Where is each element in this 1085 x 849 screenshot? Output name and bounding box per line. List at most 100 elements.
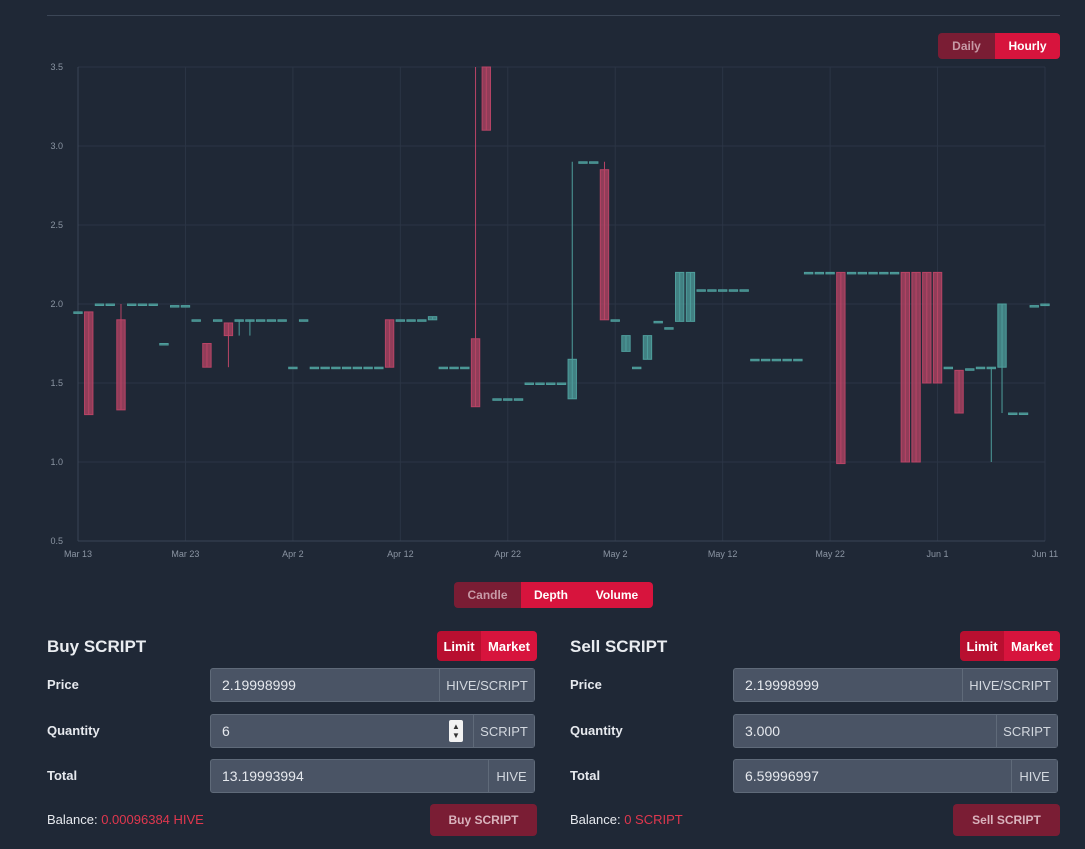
candle-body [1040, 303, 1050, 307]
candle-body [94, 303, 105, 306]
candle-body [632, 366, 642, 370]
candle-body [653, 320, 663, 324]
sell-balance: Balance: 0 SCRIPT [570, 812, 683, 827]
candle-body [803, 271, 814, 275]
candle-body [728, 289, 739, 292]
candle-body [975, 366, 986, 370]
sell-balance-value[interactable]: 0 SCRIPT [624, 812, 683, 827]
sell-total-input[interactable] [734, 760, 1011, 792]
candle-body [191, 319, 201, 322]
candle-body [707, 289, 717, 292]
candle-body [846, 271, 857, 275]
candle-body [298, 319, 309, 322]
y-tick-label: 1.0 [50, 457, 63, 467]
candle-body [546, 382, 556, 385]
buy-quantity-label: Quantity [47, 723, 100, 738]
y-tick-label: 3.5 [50, 62, 63, 72]
sell-title: Sell SCRIPT [570, 637, 668, 656]
y-tick-label: 1.5 [50, 378, 63, 388]
candle-body [814, 271, 825, 275]
buy-quantity-input[interactable] [211, 715, 449, 747]
candle-body [170, 305, 180, 308]
candle-body [73, 311, 83, 314]
stepper-up-icon[interactable]: ▲ [452, 722, 460, 731]
sell-price-input[interactable] [734, 669, 962, 701]
candle-body [266, 319, 277, 322]
sell-balance-label: Balance: [570, 812, 621, 827]
buy-button[interactable]: Buy SCRIPT [430, 804, 537, 836]
y-tick-label: 0.5 [50, 536, 63, 546]
buy-total-group: HIVE [210, 759, 535, 793]
buy-total-unit: HIVE [488, 760, 534, 792]
candle-body [309, 366, 320, 370]
candle-body [771, 358, 782, 362]
buy-balance-value[interactable]: 0.00096384 HIVE [101, 812, 204, 827]
candle-body [363, 366, 373, 370]
candle-button[interactable]: Candle [454, 582, 521, 608]
depth-button[interactable]: Depth [521, 582, 581, 608]
candle-body [438, 366, 449, 370]
sell-panel: Sell SCRIPT Limit Market Price HIVE/SCRI… [570, 628, 1060, 843]
buy-quantity-unit: SCRIPT [473, 715, 534, 747]
sell-button[interactable]: Sell SCRIPT [953, 804, 1060, 836]
volume-button[interactable]: Volume [581, 582, 653, 608]
candle-body [997, 303, 1007, 368]
candle-body [685, 271, 696, 322]
candle-body [406, 319, 416, 322]
candle-body [417, 319, 427, 322]
candle-body [470, 338, 481, 408]
sell-price-label: Price [570, 677, 602, 692]
sell-quantity-input[interactable] [734, 715, 996, 747]
buy-panel: Buy SCRIPT Limit Market Price HIVE/SCRIP… [47, 628, 537, 843]
buy-market-button[interactable]: Market [481, 631, 537, 661]
candle-body [460, 366, 470, 370]
candle-body [589, 161, 599, 164]
buy-price-input[interactable] [211, 669, 439, 701]
buy-total-input[interactable] [211, 760, 488, 792]
candle-body [642, 335, 653, 360]
x-tick-label: Jun 11 [1032, 549, 1058, 559]
candle-body [288, 366, 298, 370]
buy-total-row: Total HIVE [47, 759, 537, 793]
candle-body [717, 289, 728, 292]
candle-body [578, 161, 588, 164]
candle-body [331, 366, 341, 370]
buy-price-label: Price [47, 677, 79, 692]
candle-body [320, 366, 330, 370]
buy-price-row: Price HIVE/SCRIPT [47, 668, 537, 702]
chart-view-toggle: Candle Depth Volume [454, 582, 653, 608]
buy-quantity-group: ▲ ▼ SCRIPT [210, 714, 535, 748]
x-tick-label: May 12 [708, 549, 738, 559]
sell-quantity-label: Quantity [570, 723, 623, 738]
candle-body [1018, 412, 1029, 416]
sell-limit-button[interactable]: Limit [960, 631, 1004, 661]
candle-body [481, 66, 491, 131]
stepper-down-icon[interactable]: ▼ [452, 731, 460, 740]
candle-body [857, 271, 868, 275]
candle-body [384, 319, 395, 368]
x-tick-label: May 22 [815, 549, 845, 559]
candle-body [374, 366, 384, 370]
buy-limit-button[interactable]: Limit [437, 631, 481, 661]
candle-body [825, 271, 835, 275]
sell-market-button[interactable]: Market [1004, 631, 1060, 661]
candle-body [395, 319, 406, 322]
x-tick-label: Apr 12 [387, 549, 414, 559]
candle-body [750, 358, 760, 362]
candle-body [159, 343, 169, 346]
daily-button[interactable]: Daily [938, 33, 995, 59]
candle-body [492, 398, 502, 401]
candle-body [245, 319, 255, 322]
candle-body [212, 319, 223, 322]
range-toggle: Daily Hourly [938, 33, 1060, 59]
sell-price-unit: HIVE/SCRIPT [962, 669, 1057, 701]
quantity-stepper[interactable]: ▲ ▼ [449, 720, 463, 742]
hourly-button[interactable]: Hourly [995, 33, 1060, 59]
candle-body [127, 303, 137, 306]
buy-price-unit: HIVE/SCRIPT [439, 669, 534, 701]
candle-body [922, 271, 932, 384]
buy-price-group: HIVE/SCRIPT [210, 668, 535, 702]
candle-body [793, 358, 803, 362]
sell-total-row: Total HIVE [570, 759, 1060, 793]
candle-body [954, 369, 964, 414]
